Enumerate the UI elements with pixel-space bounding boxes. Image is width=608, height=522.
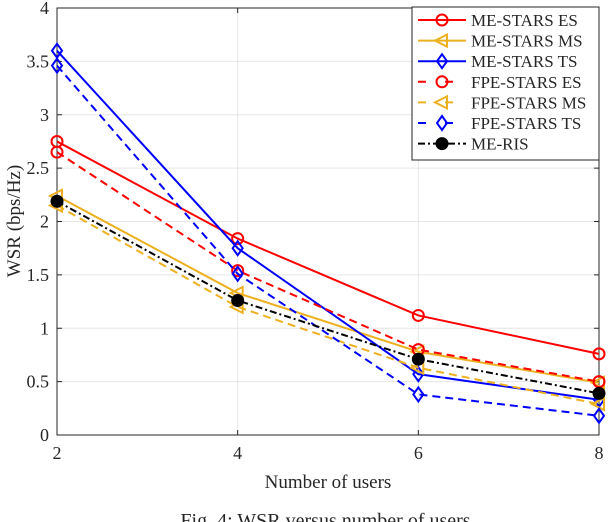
legend-item: ME-STARS TS: [418, 52, 578, 71]
legend-item: FPE-STARS MS: [418, 93, 586, 112]
series-line: [56, 140, 600, 355]
series-me-stars-ms: [47, 188, 605, 391]
marker-filled-circle: [50, 194, 64, 208]
x-tick-label: 4: [233, 443, 242, 463]
x-tick-label: 6: [414, 443, 423, 463]
figure-caption: Fig. 4: WSR versus number of users.: [180, 510, 475, 522]
y-tick-label: 2.5: [27, 158, 50, 178]
marker-circle: [411, 308, 425, 322]
plot-frame: [56, 7, 600, 436]
legend-label: ME-STARS MS: [471, 32, 583, 51]
x-tick-label: 8: [595, 443, 604, 463]
legend-label: ME-STARS ES: [471, 11, 578, 30]
y-tick-label: 0: [40, 425, 49, 445]
legend-label: FPE-STARS MS: [471, 93, 586, 112]
legend-label: ME-RIS: [471, 135, 529, 154]
series-line: [56, 64, 600, 417]
marker-circle: [435, 13, 449, 27]
marker-triangle: [432, 32, 448, 49]
y-tick-label: 1.5: [27, 265, 50, 285]
y-tick-label: 3.5: [27, 51, 50, 71]
marker-filled-circle: [411, 352, 425, 366]
marker-diamond: [231, 239, 244, 257]
x-tick-label: 2: [53, 443, 62, 463]
legend-item: ME-STARS ES: [418, 11, 578, 30]
legend-label: FPE-STARS ES: [471, 73, 582, 92]
series-line: [56, 151, 600, 383]
y-tick-label: 2: [40, 212, 49, 232]
y-tick-label: 0.5: [27, 372, 50, 392]
marker-circle: [592, 347, 606, 361]
legend-item: ME-RIS: [418, 135, 529, 154]
axes: 2 4 6 8 0 0.5 1 1.5 2 2.5 3 3.5 4: [27, 0, 604, 463]
series-me-ris: [50, 194, 606, 400]
marker-triangle: [589, 396, 605, 412]
marker-filled-circle: [231, 293, 245, 307]
marker-circle: [50, 145, 64, 159]
y-tick-label: 1: [40, 318, 49, 338]
legend-item: FPE-STARS ES: [418, 73, 582, 92]
marker-diamond: [435, 114, 449, 132]
y-axis-label: WSR (bps/Hz): [4, 165, 25, 277]
y-tick-label: 3: [40, 105, 49, 125]
y-tick-label: 4: [40, 0, 49, 18]
legend-label: ME-STARS TS: [471, 52, 578, 71]
legend-label: FPE-STARS TS: [471, 114, 581, 133]
marker-filled-circle: [435, 137, 449, 151]
series-line: [56, 200, 600, 395]
marker-diamond: [231, 265, 244, 283]
legend-item: FPE-STARS TS: [418, 114, 581, 133]
marker-diamond: [435, 52, 449, 70]
marker-circle: [435, 75, 449, 89]
marker-filled-circle: [592, 386, 606, 400]
series-group: [47, 41, 606, 425]
marker-triangle: [432, 94, 448, 111]
series-me-stars-es: [50, 134, 606, 361]
series-line: [56, 204, 600, 406]
marker-diamond: [50, 56, 64, 75]
legend-item: ME-STARS MS: [418, 32, 583, 51]
marker-circle: [231, 232, 245, 246]
marker-diamond: [592, 407, 606, 425]
series-fpe-stars-ts: [50, 56, 606, 425]
legend-box: [411, 6, 600, 161]
series-line: [56, 194, 600, 384]
x-axis-label: Number of users: [265, 472, 392, 493]
marker-diamond: [412, 385, 425, 404]
